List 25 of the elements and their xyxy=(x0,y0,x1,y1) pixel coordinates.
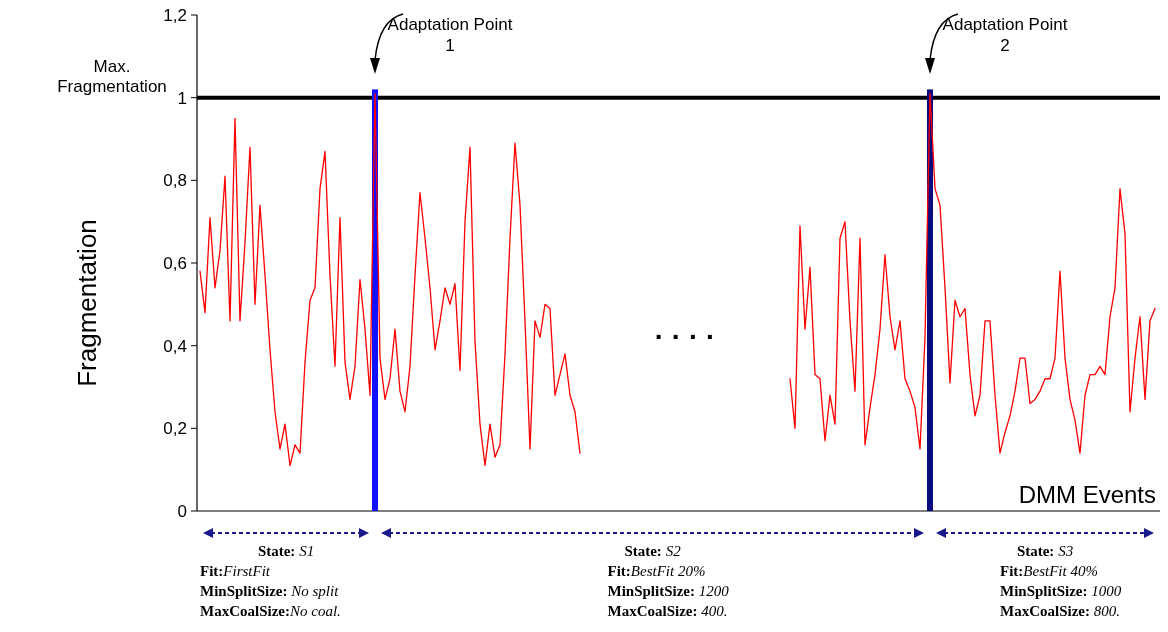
y-axis-title: Fragmentation xyxy=(72,219,102,387)
text: Fit:FirstFit xyxy=(200,563,271,579)
text: Fit:BestFit 20% xyxy=(607,563,706,579)
annotation: · · · · xyxy=(654,320,716,352)
text: Fit:BestFit 40% xyxy=(1000,563,1098,579)
text: MaxCoalSize: 400. xyxy=(607,603,728,619)
y-tick-label: 1 xyxy=(177,88,187,108)
text: State: S1 xyxy=(257,543,315,559)
text: MaxCoalSize: 800. xyxy=(1000,603,1120,619)
y-tick-label: 0,8 xyxy=(163,171,187,191)
y-tick-label: 0,2 xyxy=(163,419,187,439)
ref-line-label: Max. Fragmentation xyxy=(57,56,167,97)
annotation: Adaptation Point 1 xyxy=(387,15,513,56)
text: MinSplitSize: 1200 xyxy=(607,583,730,599)
annotation: Adaptation Point 2 xyxy=(942,15,1068,56)
text: MinSplitSize: No split xyxy=(200,583,340,599)
y-tick-label: 0,6 xyxy=(163,253,187,273)
y-tick-label: 0,4 xyxy=(163,336,187,356)
text: MinSplitSize: 1000 xyxy=(1000,583,1122,599)
y-tick-label: 1,2 xyxy=(163,5,187,25)
y-tick-label: 0 xyxy=(177,501,187,521)
x-axis-title: DMM Events xyxy=(1018,481,1156,508)
text: MaxCoalSize:No coal. xyxy=(200,603,341,619)
text: State: S2 xyxy=(624,543,682,559)
text: State: S3 xyxy=(1016,543,1074,559)
